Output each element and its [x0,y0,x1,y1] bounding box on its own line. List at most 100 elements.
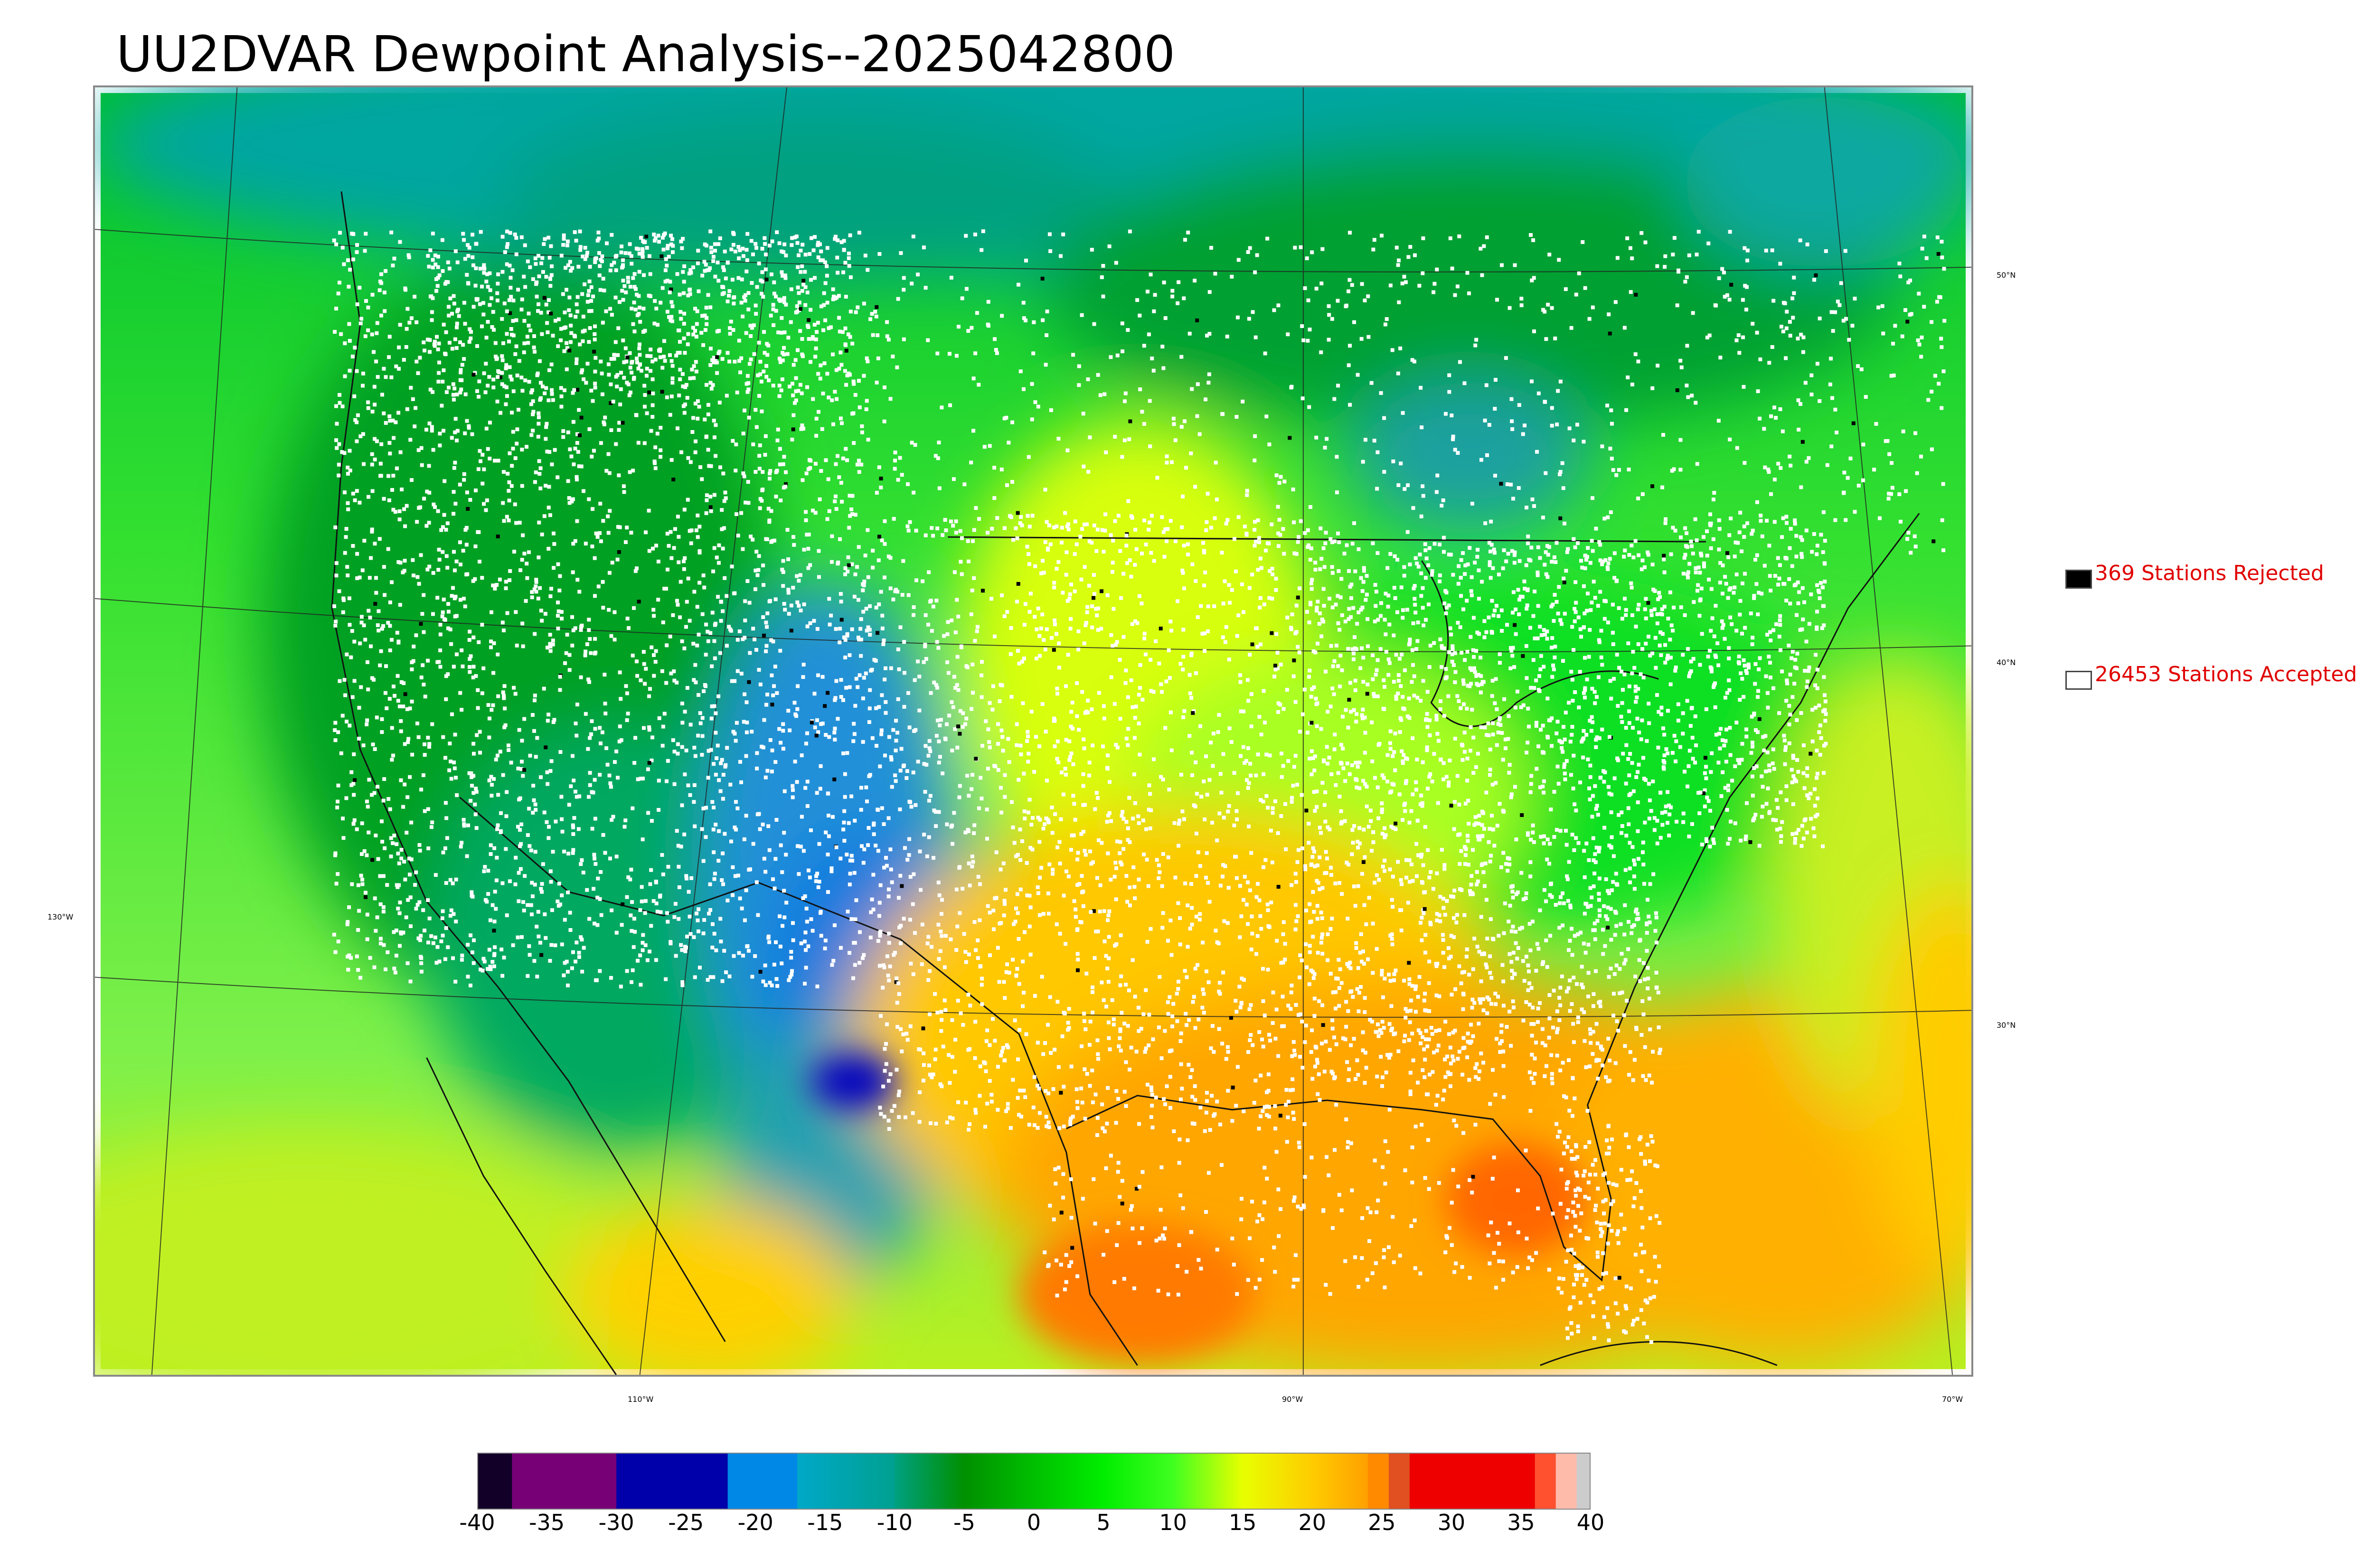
station-marker [1143,1050,1147,1054]
station-marker [842,635,846,639]
station-marker [912,605,916,609]
station-marker [1078,535,1083,539]
station-marker [1606,925,1610,930]
station-marker [399,729,403,733]
station-marker [454,776,458,780]
station-marker [1442,646,1446,650]
station-marker [1170,1014,1175,1018]
station-marker [1270,597,1274,601]
station-marker [750,975,754,979]
station-marker [1095,876,1099,880]
station-marker [1158,870,1162,874]
station-marker [1278,533,1282,537]
station-marker [503,723,508,727]
station-marker [665,643,669,648]
station-marker [433,873,438,877]
station-marker [1651,779,1655,784]
station-marker [600,371,604,376]
station-marker [986,904,990,908]
station-marker [702,689,706,694]
station-marker [947,1053,951,1057]
station-marker [1405,608,1409,612]
station-marker [1029,710,1034,714]
station-marker [1457,1050,1461,1054]
station-marker [889,867,893,872]
station-marker [517,359,521,363]
station-marker [632,917,636,921]
station-marker [1235,1065,1240,1069]
station-marker [792,701,797,705]
station-marker [1092,596,1096,600]
station-marker [1592,921,1597,926]
station-marker [601,519,605,523]
station-marker [1068,1122,1073,1127]
station-marker [1096,1052,1100,1056]
station-marker [1176,979,1180,984]
station-marker [380,717,384,721]
station-marker [514,236,518,240]
station-marker [549,880,553,884]
station-marker [423,348,427,353]
station-marker [662,339,666,343]
station-marker [454,920,458,924]
station-marker [1658,630,1663,634]
station-marker [515,427,519,432]
station-marker [1093,956,1097,960]
station-marker [1329,1070,1334,1074]
station-marker [1400,652,1404,657]
station-marker [729,247,734,252]
station-marker [1567,701,1571,705]
station-marker [702,585,707,590]
station-marker [419,969,424,974]
station-marker [775,984,780,988]
station-marker [1176,987,1180,991]
station-marker [760,291,764,296]
station-marker [843,655,848,659]
station-marker [1483,725,1487,730]
station-marker [768,477,772,481]
station-marker [803,786,808,790]
dewpoint-map[interactable] [95,87,1971,1375]
station-marker [490,610,494,614]
station-marker [1654,666,1658,670]
station-marker [827,395,831,400]
station-marker [993,896,997,901]
map-frame[interactable] [93,85,1973,1377]
station-marker [756,913,760,917]
station-marker [976,956,980,960]
station-marker [1376,1022,1380,1026]
station-marker [431,941,435,945]
station-marker [897,992,901,996]
station-marker [988,1079,992,1083]
station-marker [589,651,593,655]
station-marker [1121,635,1126,639]
station-marker [470,775,473,779]
station-marker [414,870,418,874]
station-marker [345,719,349,723]
station-marker [1471,1034,1475,1038]
station-marker [608,856,612,861]
station-marker [389,836,393,840]
station-marker [408,438,413,442]
station-marker [345,922,349,927]
station-marker [857,638,861,642]
station-marker [1012,841,1017,845]
station-marker [744,754,748,758]
station-marker [823,260,827,264]
station-marker [839,618,844,622]
station-marker [641,933,645,937]
station-marker [579,628,583,632]
station-marker [949,937,953,941]
station-marker [554,819,558,824]
station-marker [1109,633,1113,637]
station-marker [999,867,1003,872]
station-marker [923,644,927,648]
station-marker [1538,1001,1542,1005]
station-marker [617,421,622,425]
station-marker [681,237,685,241]
station-marker [1494,781,1498,785]
station-marker [790,973,794,977]
station-marker [514,610,518,614]
station-marker [391,473,396,478]
station-marker [1470,874,1474,878]
